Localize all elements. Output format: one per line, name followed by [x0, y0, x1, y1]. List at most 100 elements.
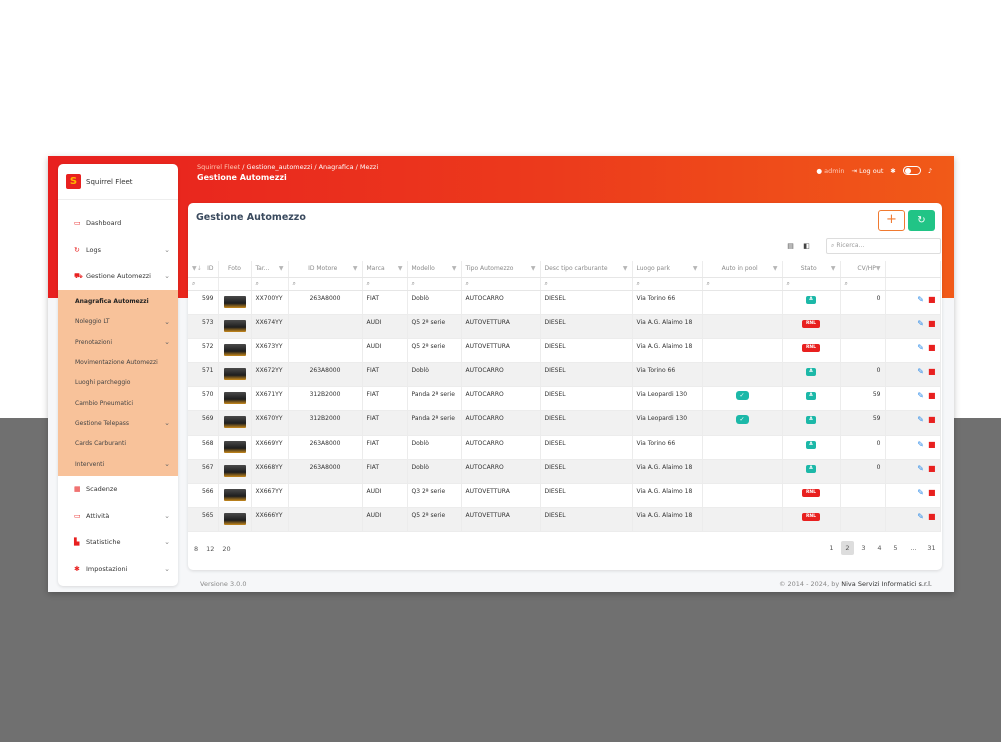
column-filter-cell[interactable]: ⌕: [782, 277, 841, 291]
page-button[interactable]: 4: [877, 544, 882, 552]
column-header-desc-tipo-carburante[interactable]: Desc tipo carburante ▼: [540, 261, 633, 278]
edit-icon[interactable]: ✎: [917, 415, 924, 425]
page-button[interactable]: 31: [927, 544, 936, 552]
search-input[interactable]: ⌕ Ricerca...: [826, 238, 941, 254]
table-row[interactable]: 567 XX668YY 263A8000 FIAT Doblò AUTOCARRO DIES…: [188, 459, 941, 485]
export-icon[interactable]: ▤: [787, 242, 794, 250]
submenu-item-luoghi-parcheggio[interactable]: Luoghi parcheggio: [58, 373, 178, 393]
column-header-auto-in-pool[interactable]: Auto in pool ▼: [702, 261, 783, 278]
edit-icon[interactable]: ✎: [917, 439, 924, 449]
vehicle-photo-thumbnail[interactable]: [223, 319, 246, 332]
settings-gear-icon[interactable]: ✱: [890, 166, 896, 175]
theme-toggle[interactable]: [902, 166, 921, 175]
submenu-item-prenotazioni[interactable]: Prenotazioni ⌄: [58, 332, 178, 352]
vehicle-photo-thumbnail[interactable]: [223, 489, 246, 501]
submenu-item-movimentazione-automezzi[interactable]: Movimentazione Automezzi: [58, 352, 178, 372]
trash-icon[interactable]: ■: [927, 342, 936, 352]
table-row[interactable]: 571 XX672YY 263A8000 FIAT Doblò AUTOCARRO DIES…: [188, 362, 941, 388]
filter-icon[interactable]: ▼: [875, 265, 881, 273]
filter-icon[interactable]: ▼: [622, 265, 628, 273]
edit-icon[interactable]: ✎: [917, 512, 924, 522]
edit-icon[interactable]: ✎: [917, 488, 924, 497]
column-filter-cell[interactable]: ⌕: [407, 277, 462, 291]
filter-icon[interactable]: ▼: [278, 265, 284, 273]
page-button[interactable]: 1: [829, 544, 834, 552]
filter-icon[interactable]: ▼: [451, 265, 457, 273]
sidebar-item-logs[interactable]: ↻ Logs ⌄: [58, 237, 178, 264]
column-filter-cell[interactable]: ⌕: [362, 277, 408, 291]
trash-icon[interactable]: ■: [927, 367, 936, 377]
page-button[interactable]: 3: [861, 544, 866, 552]
edit-icon[interactable]: ✎: [917, 391, 924, 401]
trash-icon[interactable]: ■: [927, 318, 936, 328]
table-row[interactable]: 599 XX700YY 263A8000 FIAT Doblò AUTOCARRO DIES…: [188, 290, 941, 315]
filter-icon[interactable]: ▼: [772, 265, 778, 273]
submenu-item-interventi[interactable]: Interventi ⌄: [58, 454, 178, 474]
vehicle-photo-thumbnail[interactable]: [223, 392, 246, 405]
column-header-tar[interactable]: Tar... ▼: [251, 261, 289, 278]
sidebar-item-scadenze[interactable]: ▦ Scadenze: [58, 476, 178, 503]
column-header-stato[interactable]: Stato ▼: [782, 261, 841, 278]
column-header-foto[interactable]: Foto: [218, 261, 252, 278]
submenu-item-anagrafica-automezzi[interactable]: Anagrafica Automezzi: [58, 292, 178, 312]
column-filter-cell[interactable]: ⌕: [540, 277, 633, 291]
submenu-item-cards-carburanti[interactable]: Cards Carburanti: [58, 434, 178, 454]
column-filter-cell[interactable]: ⌕: [461, 277, 541, 291]
sidebar-item-attivit[interactable]: ▭ Attività ⌄: [58, 503, 178, 530]
sidebar-item-dashboard[interactable]: ▭ Dashboard: [58, 210, 178, 237]
submenu-item-noleggio-lt[interactable]: Noleggio LT ⌄: [58, 312, 178, 332]
page-size-option[interactable]: 12: [206, 545, 215, 553]
filter-icon[interactable]: ▼: [692, 265, 698, 273]
submenu-item-cambio-pneumatici[interactable]: Cambio Pneumatici: [58, 393, 178, 413]
page-size-option[interactable]: 20: [222, 545, 231, 553]
filter-icon[interactable]: ▼: [530, 265, 536, 273]
column-filter-cell[interactable]: ⌕: [251, 277, 289, 291]
refresh-button[interactable]: ↻: [908, 210, 935, 231]
edit-icon[interactable]: ✎: [917, 463, 924, 473]
table-row[interactable]: 570 XX671YY 312B2000 FIAT Panda 2ª serie AUTO…: [188, 386, 941, 412]
filter-icon[interactable]: ▼: [352, 265, 358, 273]
sidebar-item-gestione-automezzi[interactable]: ⛟ Gestione Automezzi ⌄: [58, 263, 178, 290]
vehicle-photo-thumbnail[interactable]: [223, 368, 246, 381]
trash-icon[interactable]: ■: [927, 463, 936, 473]
user-menu[interactable]: ● admin: [816, 167, 844, 175]
trash-icon[interactable]: ■: [927, 294, 936, 304]
column-filter-cell[interactable]: ⌕: [288, 277, 363, 291]
filter-icon[interactable]: ▼: [397, 265, 403, 273]
trash-icon[interactable]: ■: [927, 391, 936, 401]
table-row[interactable]: 568 XX669YY 263A8000 FIAT Doblò AUTOCARRO DIES…: [188, 435, 941, 460]
filter-icon[interactable]: ▼: [830, 265, 836, 273]
trash-icon[interactable]: ■: [927, 439, 936, 449]
sort-filter-icon[interactable]: ▼↓: [192, 265, 202, 273]
trash-icon[interactable]: ■: [927, 488, 936, 497]
table-row[interactable]: 565 XX666YY AUDI Q5 2ª serie AUTOVETTURA DIES…: [188, 507, 941, 533]
logout-button[interactable]: ⇥ Log out: [852, 167, 884, 175]
breadcrumb-root[interactable]: Squirrel Fleet: [197, 163, 241, 171]
page-button[interactable]: 2: [841, 541, 854, 555]
column-header-marca[interactable]: Marca ▼: [362, 261, 408, 278]
edit-icon[interactable]: ✎: [917, 367, 924, 377]
trash-icon[interactable]: ■: [927, 415, 936, 425]
column-filter-cell[interactable]: ⌕: [632, 277, 703, 291]
vehicle-photo-thumbnail[interactable]: [223, 513, 246, 526]
column-filter-cell[interactable]: ⌕: [188, 277, 219, 291]
vehicle-photo-thumbnail[interactable]: [223, 464, 246, 477]
column-filter-cell[interactable]: ⌕: [840, 277, 886, 291]
column-filter-cell[interactable]: ⌕: [702, 277, 783, 291]
brand[interactable]: S Squirrel Fleet: [58, 164, 178, 200]
edit-icon[interactable]: ✎: [917, 342, 924, 352]
column-header-id-motore[interactable]: ID Motore ▼: [288, 261, 363, 278]
table-row[interactable]: 569 XX670YY 312B2000 FIAT Panda 2ª serie AUTO…: [188, 410, 941, 436]
edit-icon[interactable]: ✎: [917, 294, 924, 304]
trash-icon[interactable]: ■: [927, 512, 936, 522]
column-header-modello[interactable]: Modello ▼: [407, 261, 462, 278]
sidebar-item-statistiche[interactable]: ▙ Statistiche ⌄: [58, 529, 178, 556]
submenu-item-gestione-telepass[interactable]: Gestione Telepass ⌄: [58, 413, 178, 433]
column-header-cv-hp[interactable]: CV/HP ▼: [840, 261, 886, 278]
table-row[interactable]: 566 XX667YY AUDI Q3 2ª serie AUTOVETTURA DIES…: [188, 483, 941, 509]
table-row[interactable]: 573 XX674YY AUDI Q5 2ª serie AUTOVETTURA DIES…: [188, 314, 941, 339]
vehicle-photo-thumbnail[interactable]: [223, 343, 246, 356]
column-header-tipo-automezzo[interactable]: Tipo Automezzo ▼: [461, 261, 541, 278]
bell-icon[interactable]: ♪: [927, 166, 932, 175]
table-row[interactable]: 572 XX673YY AUDI Q5 2ª serie AUTOVETTURA DIES…: [188, 338, 941, 364]
